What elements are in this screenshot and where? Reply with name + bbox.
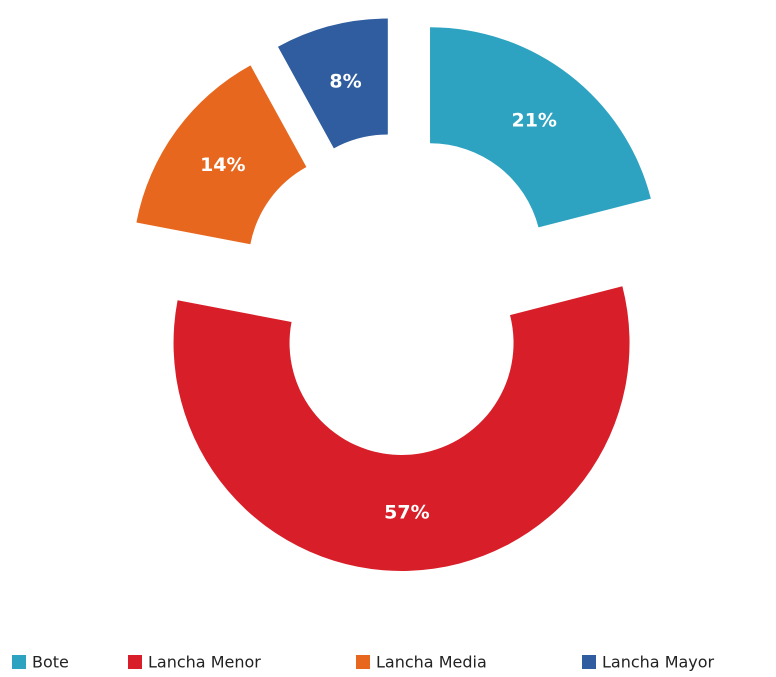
legend-label: Lancha Mayor bbox=[602, 653, 715, 672]
data-label: 8% bbox=[329, 70, 361, 92]
legend-label: Bote bbox=[32, 653, 69, 672]
legend-label: Lancha Menor bbox=[148, 653, 261, 672]
data-label: 57% bbox=[384, 501, 429, 523]
data-label: 21% bbox=[511, 109, 556, 131]
donut-slice bbox=[136, 65, 307, 245]
legend-swatch bbox=[356, 655, 370, 669]
legend-swatch bbox=[12, 655, 26, 669]
legend-swatch bbox=[582, 655, 596, 669]
donut-slice bbox=[430, 27, 651, 228]
donut-slice bbox=[277, 18, 388, 149]
legend-swatch bbox=[128, 655, 142, 669]
legend-label: Lancha Media bbox=[376, 653, 487, 672]
donut-slice bbox=[173, 286, 630, 571]
data-label: 14% bbox=[200, 154, 245, 176]
